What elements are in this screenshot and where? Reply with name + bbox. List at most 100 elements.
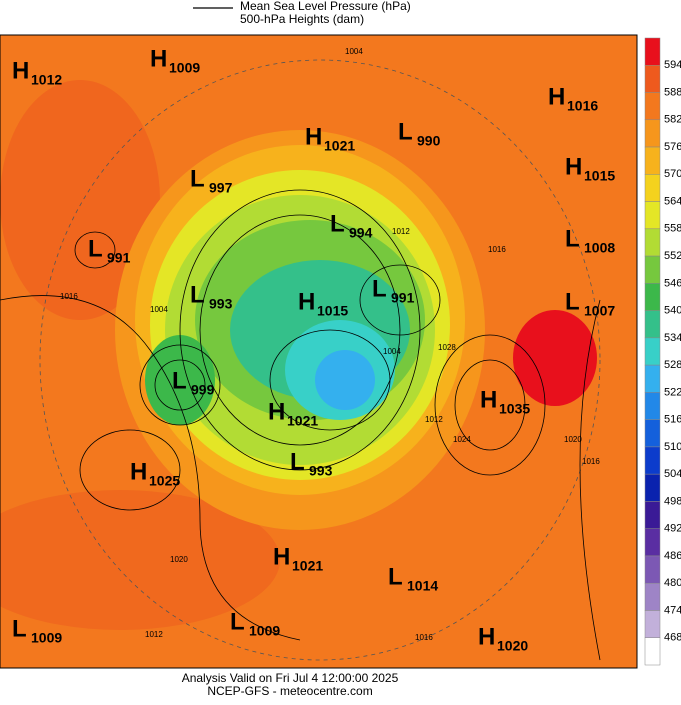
center-pressure: 1009 <box>249 623 280 639</box>
colorbar-label: 516 <box>664 414 681 426</box>
height-fields <box>0 80 597 630</box>
colorbar-label: 594 <box>664 59 681 71</box>
colorbar-label: 528 <box>664 359 681 371</box>
colorbar-box <box>644 419 661 448</box>
isobar-label: 1028 <box>438 343 456 352</box>
colorbar-label: 492 <box>664 523 681 535</box>
colorbar-box <box>644 582 661 611</box>
center-type: H <box>273 543 290 570</box>
colorbar-box <box>644 364 661 393</box>
isobar-label: 1004 <box>345 47 363 56</box>
colorbar-label: 534 <box>664 332 681 344</box>
center-pressure: 1025 <box>149 473 180 489</box>
center-type: L <box>88 235 103 262</box>
center-type: L <box>565 288 580 315</box>
center-type: H <box>150 45 167 72</box>
colorbar-box <box>644 392 661 420</box>
isobar-label: 1012 <box>145 630 163 639</box>
isobars <box>0 59 601 661</box>
center-pressure: 1009 <box>169 60 200 76</box>
isobar-label: 1016 <box>488 245 506 254</box>
center-pressure: 999 <box>191 382 215 398</box>
footer-line: Analysis Valid on Fri Jul 4 12:00:00 202… <box>182 671 399 685</box>
center-type: L <box>388 563 403 590</box>
center-pressure: 1021 <box>324 138 355 154</box>
center-pressure: 994 <box>349 225 373 241</box>
colorbar-box <box>644 501 661 529</box>
center-type: H <box>12 57 29 84</box>
colorbar-label: 474 <box>664 604 681 616</box>
center-pressure: 1015 <box>317 303 348 319</box>
colorbar-label: 552 <box>664 250 681 262</box>
colorbar-label: 564 <box>664 195 681 207</box>
map-frame <box>0 34 638 669</box>
isobar-label: 1004 <box>383 347 401 356</box>
colorbar-box <box>644 555 661 584</box>
line-legend: Mean Sea Level Pressure (hPa) <box>240 0 411 13</box>
center-type: H <box>548 83 565 110</box>
colorbar-box <box>644 283 661 311</box>
fill-legend: 500-hPa Heights (dam) <box>240 12 364 26</box>
center-type: H <box>130 458 147 485</box>
center-type: L <box>398 118 413 145</box>
center-pressure: 997 <box>209 180 233 196</box>
center-type: L <box>565 225 580 252</box>
isobar-label: 1020 <box>170 555 188 564</box>
center-pressure: 991 <box>391 290 415 306</box>
center-pressure: 1012 <box>31 72 62 88</box>
colorbar-label: 504 <box>664 468 681 480</box>
center-pressure: 1009 <box>31 630 62 646</box>
center-pressure: 991 <box>107 250 131 266</box>
colorbar-box <box>644 255 661 284</box>
colorbar-label: 576 <box>664 141 681 153</box>
colorbar-box <box>644 174 661 202</box>
center-type: H <box>298 288 315 315</box>
isobar-label: 1004 <box>150 305 168 314</box>
center-pressure: 1035 <box>499 401 530 417</box>
colorbar-label: 540 <box>664 305 681 317</box>
center-type: H <box>565 153 582 180</box>
colorbar-box <box>644 310 661 339</box>
footer-line: NCEP-GFS - meteocentre.com <box>207 684 372 698</box>
colorbar-label: 480 <box>664 577 681 589</box>
center-type: L <box>190 281 205 308</box>
center-pressure: 1007 <box>584 303 615 319</box>
center-type: L <box>172 367 187 394</box>
center-pressure: 1008 <box>584 240 615 256</box>
isobar-label: 1024 <box>453 435 471 444</box>
colorbar-box <box>644 37 661 66</box>
isobar-label: 1012 <box>425 415 443 424</box>
colorbar-box <box>644 637 661 666</box>
colorbar-label: 582 <box>664 114 681 126</box>
colorbar-box <box>644 473 661 502</box>
isobar-label: 1020 <box>564 435 582 444</box>
colorbar-box <box>644 119 661 148</box>
center-pressure: 1014 <box>407 578 438 594</box>
isobar-label: 1016 <box>60 292 78 301</box>
colorbar-box <box>644 228 661 257</box>
center-pressure: 1020 <box>497 638 528 654</box>
center-pressure: 1021 <box>287 413 318 429</box>
colorbar-box <box>644 201 661 230</box>
colorbar-box <box>644 146 661 175</box>
center-pressure: 1015 <box>584 168 615 184</box>
colorbar-label: 588 <box>664 86 681 98</box>
colorbar-label: 468 <box>664 632 681 644</box>
isobar-label: 1016 <box>582 457 600 466</box>
colorbar-box <box>644 610 661 638</box>
center-pressure: 993 <box>309 463 333 479</box>
center-type: H <box>305 123 322 150</box>
center-type: L <box>290 448 305 475</box>
colorbar-label: 510 <box>664 441 681 453</box>
colorbar-label: 570 <box>664 168 681 180</box>
colorbar-box <box>644 528 661 557</box>
center-type: L <box>372 275 387 302</box>
center-type: L <box>12 615 27 642</box>
colorbar-box <box>644 92 661 121</box>
colorbar-label: 546 <box>664 277 681 289</box>
colorbar-label: 498 <box>664 495 681 507</box>
colorbar-label: 486 <box>664 550 681 562</box>
center-type: H <box>268 398 285 425</box>
center-type: L <box>230 608 245 635</box>
